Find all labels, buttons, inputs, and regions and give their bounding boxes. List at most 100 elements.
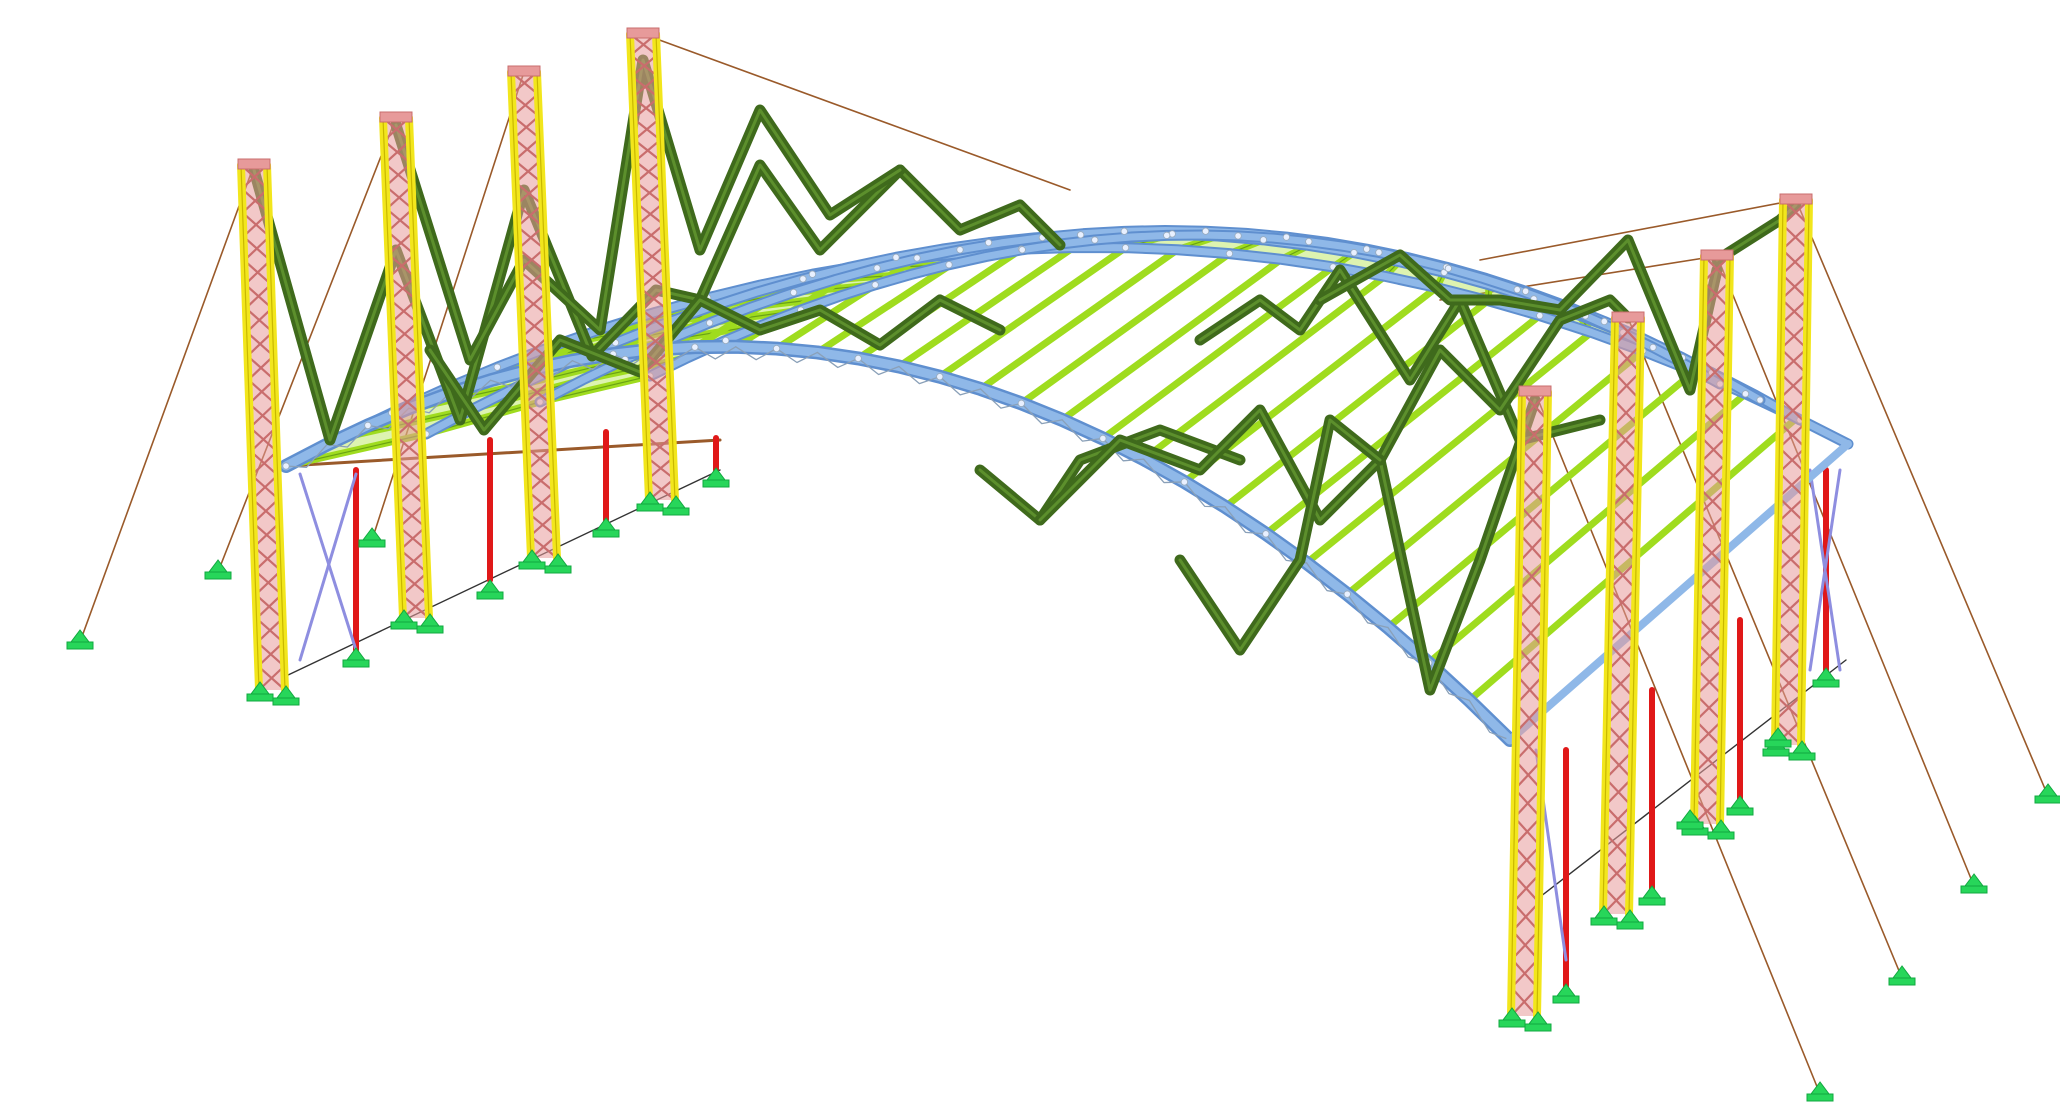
mast-lattice-diagonal	[520, 313, 549, 339]
roof-purlin	[1060, 256, 1284, 423]
mast-chord-edge	[240, 164, 260, 691]
mast-lattice-diagonal	[1697, 538, 1727, 567]
mast-lattice-diagonal	[511, 92, 540, 118]
mast-lattice-diagonal	[257, 641, 285, 668]
mast-lattice-diagonal	[1518, 475, 1548, 507]
mast-lattice-diagonal	[1609, 506, 1639, 536]
mast-lattice-diagonal	[638, 244, 666, 269]
mast-lattice-diagonal	[1775, 595, 1805, 623]
mast-lattice-diagonal	[525, 424, 553, 449]
joint-node	[913, 254, 921, 262]
mast-lattice-diagonal	[1778, 372, 1808, 400]
mast-lattice-diagonal	[248, 402, 277, 429]
joint-node	[1363, 245, 1371, 253]
mast-chord-edge	[382, 117, 404, 619]
rib-lattice	[1061, 419, 1104, 442]
mast-lattice-diagonal	[1511, 873, 1541, 904]
mast-lattice-diagonal	[1516, 617, 1546, 649]
support-base	[1552, 995, 1580, 1004]
mast-lattice-diagonal	[399, 525, 427, 551]
mast-lattice-diagonal	[1695, 667, 1724, 697]
mast-lattice-diagonal	[1511, 901, 1541, 933]
mast-lattice-diagonal	[519, 291, 548, 317]
mast-lattice-diagonal	[528, 512, 557, 538]
back-frame-layer	[284, 429, 1847, 993]
mast-cap	[379, 111, 413, 123]
support-base	[1888, 977, 1916, 986]
mast-lattice-diagonal	[395, 435, 423, 461]
mast-chord-edge	[1602, 317, 1616, 915]
joint-node	[1180, 478, 1188, 486]
rib-lattice	[857, 357, 900, 376]
mast-lattice-diagonal	[1693, 745, 1723, 774]
mast-lattice-diagonal	[1611, 398, 1641, 428]
roof-purlin	[978, 246, 1180, 392]
mast-lattice-diagonal	[1779, 322, 1809, 350]
mast-lattice-diagonal	[632, 96, 660, 120]
joint-node	[691, 343, 699, 351]
joint-node	[493, 363, 501, 371]
mast-lattice-diagonal	[1515, 646, 1545, 677]
mast-lattice-diagonal	[1694, 693, 1724, 722]
mast-lattice-diagonal	[1520, 390, 1550, 422]
mast-lattice-diagonal	[643, 371, 671, 396]
mast-lattice-diagonal	[252, 521, 281, 548]
mast-lattice-diagonal	[1780, 273, 1810, 301]
mast-lattice-diagonal	[633, 117, 661, 142]
mast-chord-edge	[655, 33, 676, 501]
mast-lattice-diagonal	[389, 275, 417, 301]
mast-lattice-diagonal	[384, 162, 412, 188]
joint-node	[1099, 434, 1107, 443]
joint-node	[873, 264, 881, 272]
mast-chord-edge	[1536, 391, 1549, 1017]
roof-purlin	[937, 244, 1128, 380]
mast-chord-edge	[510, 71, 532, 559]
mast-cap	[1700, 249, 1734, 261]
guy-cable	[79, 164, 255, 643]
mast-lattice-diagonal	[513, 137, 541, 162]
mast-lattice-diagonal	[250, 450, 278, 477]
green-truss-layer	[248, 54, 1802, 696]
mast-lattice-diagonal	[1602, 831, 1632, 861]
mast-lattice-diagonal	[646, 435, 674, 459]
support-base	[1812, 679, 1840, 688]
joint-node	[871, 281, 879, 289]
joint-node	[945, 261, 953, 269]
mast-lattice-diagonal	[514, 159, 542, 184]
mast-lattice-diagonal	[1608, 533, 1638, 563]
rib-lattice	[939, 376, 982, 396]
green-truss-highlight	[1198, 268, 1602, 442]
arch-rib	[646, 231, 1724, 388]
mast-lattice-diagonal	[634, 159, 663, 184]
joint-node	[936, 373, 944, 381]
joint-node	[1018, 246, 1026, 254]
mast-lattice-diagonal	[390, 321, 419, 347]
joint-node	[1741, 390, 1750, 398]
joint-node	[722, 336, 730, 345]
mast-lattice-diagonal	[400, 548, 428, 574]
mast-lattice-diagonal	[393, 389, 422, 415]
joint-node	[1649, 343, 1657, 351]
mast-lattice-diagonal	[398, 503, 426, 529]
support-base	[1960, 885, 1988, 894]
mast-lattice-diagonal	[518, 247, 546, 272]
mast-lattice-diagonal	[1612, 371, 1642, 401]
mast-chord-edge	[408, 117, 430, 619]
mast-lattice-diagonal	[639, 265, 667, 290]
mast-lattice-diagonal	[1604, 777, 1633, 807]
mast-lattice-diagonal	[637, 223, 665, 247]
mast-lattice-diagonal	[1699, 435, 1728, 464]
mast-lattice-diagonal	[635, 181, 664, 205]
mast-lattice-diagonal	[243, 235, 271, 262]
mast-lattice-diagonal	[255, 593, 283, 620]
mast-lattice-diagonal	[241, 187, 269, 214]
rib-lattice	[816, 351, 859, 369]
mast-lattice-diagonal	[528, 490, 556, 515]
mast-lattice-diagonal	[248, 378, 276, 405]
mast-lattice-diagonal	[1613, 316, 1643, 347]
green-truss-highlight	[1378, 298, 1630, 462]
support-base	[1806, 1093, 1834, 1102]
mast-lattice-diagonal	[1780, 297, 1809, 325]
support-base	[390, 621, 418, 630]
mast-lattice-diagonal	[1606, 669, 1636, 699]
